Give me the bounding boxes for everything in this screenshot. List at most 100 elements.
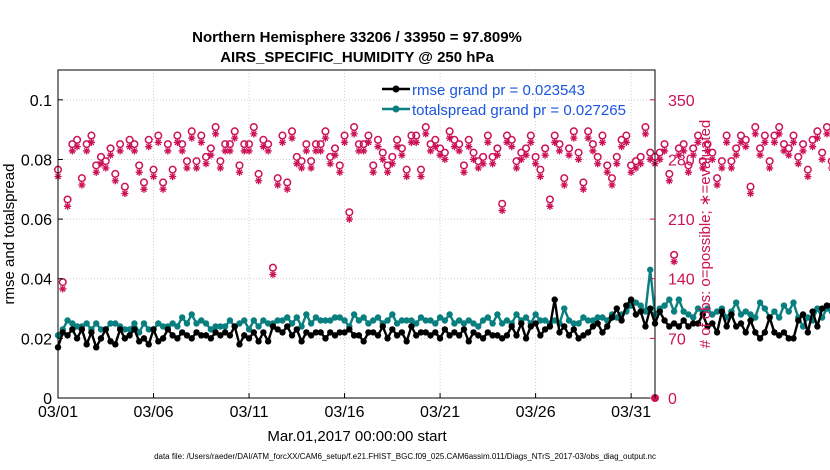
obs-evaluated-point <box>565 151 573 159</box>
totalspread-point <box>599 314 606 321</box>
obs-evaluated-point <box>226 147 234 155</box>
obs-evaluated-point <box>732 151 740 159</box>
totalspread-point <box>112 320 119 327</box>
rmse-point <box>627 296 635 303</box>
obs-evaluated-point <box>469 155 478 164</box>
totalspread-point <box>479 317 487 324</box>
obs-evaluated-point <box>154 138 162 147</box>
obs-evaluated-point <box>221 147 229 155</box>
obs-possible-point <box>87 131 96 140</box>
obs-evaluated-point <box>713 181 721 189</box>
obs-evaluated-point <box>727 164 736 172</box>
obs-possible-point <box>163 140 172 149</box>
obs-possible-point <box>416 165 426 174</box>
totalspread-point <box>771 308 778 315</box>
obs-possible-point <box>803 165 812 174</box>
totalspread-point <box>370 317 377 324</box>
obs-possible-point <box>393 135 402 144</box>
obs-evaluated-point <box>613 160 621 168</box>
obs-possible-point <box>73 135 82 144</box>
obs-evaluated-point <box>503 138 511 147</box>
obs-evaluated-point <box>436 151 444 159</box>
obs-evaluated-point <box>584 134 592 142</box>
rmse-point <box>393 332 401 339</box>
totalspread-point <box>570 320 578 327</box>
rmse-point <box>355 332 363 339</box>
obs-evaluated-point <box>245 147 253 155</box>
obs-evaluated-point <box>68 147 76 155</box>
rmse-point <box>250 329 258 336</box>
obs-possible-point <box>584 127 593 136</box>
rmse-point <box>632 311 640 318</box>
obs-evaluated-point <box>202 160 210 168</box>
obs-evaluated-point <box>699 164 707 172</box>
totalspread-point <box>403 317 410 324</box>
obs-evaluated-point <box>460 168 468 176</box>
obs-evaluated-point <box>484 138 492 147</box>
rmse-point <box>575 335 582 342</box>
obs-possible-point <box>751 123 760 132</box>
totalspread-point <box>451 320 458 327</box>
totalspread-point <box>413 320 420 327</box>
x-tick-label: 03/01 <box>38 404 78 421</box>
rmse-point <box>88 329 95 336</box>
totalspread-point <box>408 317 415 324</box>
rmse-point <box>814 323 821 330</box>
totalspread-point <box>350 311 358 318</box>
rmse-point <box>183 332 191 339</box>
obs-evaluated-point <box>670 258 678 266</box>
obs-evaluated-point <box>135 168 143 176</box>
totalspread-point <box>169 320 176 327</box>
totalspread-point <box>613 314 620 321</box>
rmse-point <box>436 335 444 342</box>
obs-possible-point <box>732 144 741 153</box>
totalspread-point <box>498 320 506 327</box>
rmse-point <box>713 329 721 336</box>
rmse-point <box>675 323 683 330</box>
obs-evaluated-point <box>302 147 310 155</box>
obs-possible-point <box>479 152 488 161</box>
rmse-point <box>647 305 654 312</box>
rmse-point <box>670 320 678 327</box>
obs-evaluated-point <box>498 206 506 215</box>
obs-possible-point <box>388 152 397 161</box>
totalspread-point <box>73 323 81 330</box>
totalspread-point <box>465 317 472 324</box>
totalspread-point <box>647 266 654 273</box>
rmse-point <box>398 329 406 336</box>
totalspread-point <box>417 314 425 321</box>
rmse-point <box>699 311 706 318</box>
rmse-point <box>417 329 425 336</box>
obs-evaluated-point <box>192 164 201 172</box>
obs-evaluated-point <box>474 164 482 172</box>
obs-possible-point <box>713 174 722 183</box>
rmse-point <box>446 332 453 339</box>
totalspread-point <box>260 317 267 324</box>
x-tick-label: 03/31 <box>611 404 651 421</box>
rmse-point <box>565 332 573 339</box>
obs-evaluated-point <box>178 147 186 155</box>
rmse-point <box>451 329 458 336</box>
obs-possible-point <box>211 123 220 132</box>
obs-possible-point <box>469 148 478 157</box>
obs-possible-point <box>77 174 86 183</box>
totalspread-point <box>384 317 391 324</box>
obs-possible-point <box>536 165 545 174</box>
obs-possible-point <box>598 131 607 140</box>
rmse-point <box>532 320 539 327</box>
obs-possible-point <box>550 131 559 140</box>
totalspread-point <box>565 317 573 324</box>
obs-possible-point <box>350 123 359 132</box>
obs-evaluated-point <box>703 147 712 155</box>
obs-evaluated-point <box>121 189 129 198</box>
rmse-point <box>231 323 238 330</box>
rmse-point <box>680 317 687 324</box>
obs-evaluated-point <box>355 147 363 155</box>
legend: rmse grand pr = 0.023543 totalspread gra… <box>382 82 626 119</box>
obs-evaluated-point <box>97 160 105 168</box>
obs-possible-point <box>746 182 755 191</box>
totalspread-point <box>661 302 668 309</box>
rmse-point <box>236 341 243 348</box>
obs-possible-point <box>168 165 177 174</box>
rmse-point <box>771 329 778 336</box>
